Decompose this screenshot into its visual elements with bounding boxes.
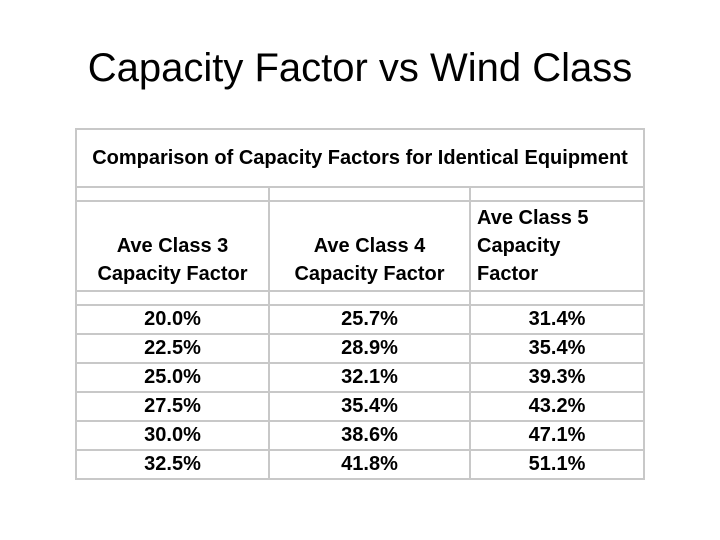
data-cell: 41.8% [268,449,471,480]
data-cell: 47.1% [468,420,646,451]
slide-title: Capacity Factor vs Wind Class [87,46,633,90]
table-header-row: Ave Class 3 Capacity Factor Ave Class 4 … [75,200,646,292]
spacer-cell [268,186,471,202]
table-row: 30.0% 38.6% 47.1% [75,420,646,451]
column-header-class5: Ave Class 5 Capacity Factor [468,200,646,292]
column-header-line: Factor [477,263,539,285]
table-caption-row: Comparison of Capacity Factors for Ident… [74,128,646,188]
data-cell: 35.4% [268,391,471,422]
column-header-class3: Ave Class 3 Capacity Factor [75,200,270,292]
data-cell: 43.2% [468,391,646,422]
capacity-factor-table: Comparison of Capacity Factors for Ident… [74,128,646,480]
column-header-line: Capacity [477,235,561,257]
data-cell: 25.7% [268,304,471,335]
data-cell: 27.5% [75,391,270,422]
table-row: 27.5% 35.4% 43.2% [75,391,646,422]
data-cell: 32.5% [75,449,270,480]
data-cell: 22.5% [75,333,270,364]
column-header-line: Ave Class 4 [313,235,426,257]
data-cell: 25.0% [75,362,270,393]
data-cell: 30.0% [75,420,270,451]
spacer-row [75,186,646,202]
column-header-line: Ave Class 3 [116,235,229,257]
spacer-row [75,290,646,306]
data-cell: 28.9% [268,333,471,364]
column-header-line: Capacity Factor [294,263,445,285]
spacer-cell [268,290,471,306]
spacer-cell [75,290,270,306]
data-cell: 39.3% [468,362,646,393]
column-header-line: Capacity Factor [97,263,248,285]
table-row: 22.5% 28.9% 35.4% [75,333,646,364]
data-cell: 20.0% [75,304,270,335]
data-cell: 31.4% [468,304,646,335]
column-header-line: Ave Class 5 [477,207,589,229]
data-cell: 35.4% [468,333,646,364]
table-row: 25.0% 32.1% 39.3% [75,362,646,393]
table-caption: Comparison of Capacity Factors for Ident… [74,128,646,188]
data-cell: 32.1% [268,362,471,393]
spacer-cell [75,186,270,202]
data-cell: 51.1% [468,449,646,480]
column-header-class4: Ave Class 4 Capacity Factor [268,200,471,292]
spacer-cell [468,186,646,202]
table-row: 20.0% 25.7% 31.4% [75,304,646,335]
data-cell: 38.6% [268,420,471,451]
table-row: 32.5% 41.8% 51.1% [75,449,646,480]
spacer-cell [468,290,646,306]
